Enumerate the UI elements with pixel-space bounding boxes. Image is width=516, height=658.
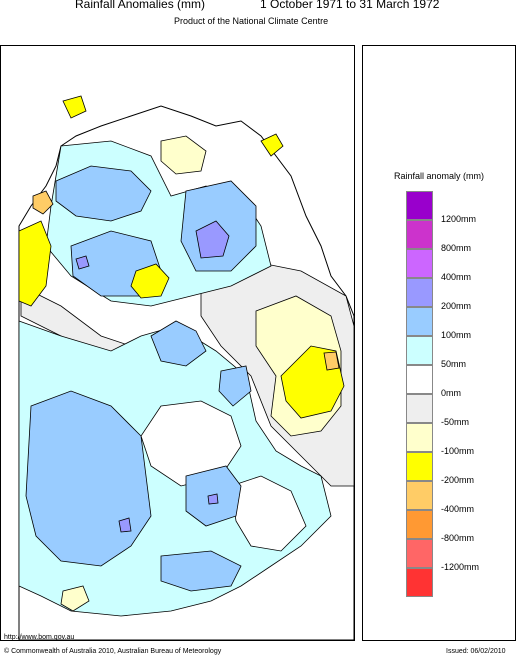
legend-swatch xyxy=(406,568,433,597)
zone-plus200 xyxy=(75,255,90,270)
legend-swatch xyxy=(406,249,433,278)
legend-label: -200mm xyxy=(441,475,475,485)
footer-copyright: © Commonwealth of Australia 2010, Austra… xyxy=(4,648,222,655)
legend-label: -800mm xyxy=(441,533,475,543)
zone-minus100 xyxy=(160,135,207,175)
legend-swatch xyxy=(406,278,433,307)
legend-label: 800mm xyxy=(441,243,472,253)
legend-label: 400mm xyxy=(441,272,472,282)
map-period: 1 October 1971 to 31 March 1972 xyxy=(260,0,440,11)
zone-plus100 xyxy=(218,365,252,407)
legend-label: -1200mm xyxy=(441,562,480,572)
zone-minus400 xyxy=(323,351,340,371)
zone-minus400 xyxy=(32,190,54,215)
zone-plus200 xyxy=(195,220,230,259)
legend-label: 50mm xyxy=(441,359,467,369)
zone-plus200 xyxy=(207,493,219,505)
legend-swatch xyxy=(406,394,433,423)
legend-label: -400mm xyxy=(441,504,475,514)
legend-swatch xyxy=(406,365,433,394)
legend-title: Rainfall anomaly (mm) xyxy=(393,171,485,181)
zone-plus200 xyxy=(118,517,132,533)
legend-label: -100mm xyxy=(441,446,475,456)
zone-plus100 xyxy=(55,165,152,222)
legend-swatch xyxy=(406,423,433,452)
zone-zero xyxy=(230,475,307,552)
legend-panel: Rainfall anomaly (mm) 1200mm 800mm 400mm… xyxy=(362,45,516,641)
legend-swatch xyxy=(406,307,433,336)
legend-swatch xyxy=(406,220,433,249)
zone-minus200 xyxy=(260,133,284,157)
legend-swatch xyxy=(406,481,433,510)
legend-label: 200mm xyxy=(441,301,472,311)
zone-plus100 xyxy=(160,550,242,592)
rainfall-anomaly-map xyxy=(18,95,354,640)
zone-minus200 xyxy=(62,95,87,119)
legend-swatch xyxy=(406,452,433,481)
zone-minus200 xyxy=(18,220,52,307)
legend-swatch xyxy=(406,336,433,365)
zone-minus200 xyxy=(130,263,170,299)
legend-swatch xyxy=(406,191,433,220)
map-title: Rainfall Anomalies (mm) xyxy=(75,0,206,11)
legend-label: 100mm xyxy=(441,330,472,340)
legend-swatch xyxy=(406,510,433,539)
map-panel xyxy=(0,45,355,641)
footer-url[interactable]: http://www.bom.gov.au xyxy=(4,634,75,641)
zone-minus100 xyxy=(60,585,90,612)
legend-swatch xyxy=(406,539,433,568)
zone-plus100 xyxy=(150,320,207,367)
legend-label: 1200mm xyxy=(441,214,477,224)
legend-label: -50mm xyxy=(441,417,470,427)
map-subtitle: Product of the National Climate Centre xyxy=(174,16,329,26)
footer-issued: Issued: 06/02/2010 xyxy=(446,648,506,655)
legend-label: 0mm xyxy=(441,388,461,398)
